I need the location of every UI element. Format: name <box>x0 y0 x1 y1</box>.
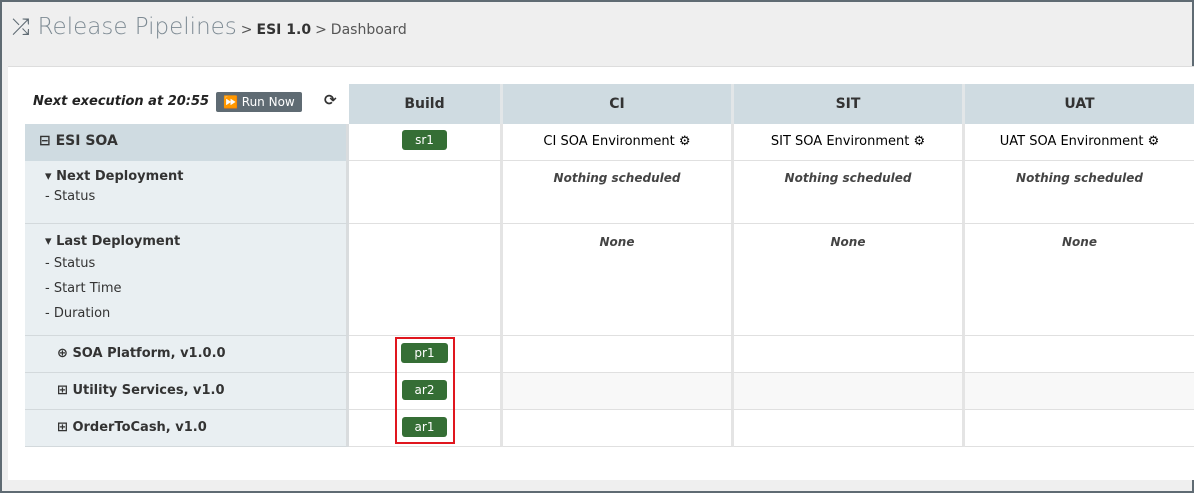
cell <box>965 336 1194 373</box>
briefcase-icon: ⊞ <box>57 420 68 435</box>
last-deployment-label[interactable]: ▾ Last Deployment - Status - Start Time … <box>25 224 349 336</box>
caret-down-icon: ▾ <box>45 169 52 184</box>
column-ci: CI <box>503 84 734 124</box>
group-build-cell: sr1 <box>349 124 503 161</box>
cell <box>503 410 734 447</box>
next-sit: Nothing scheduled <box>734 161 965 224</box>
dashboard-panel: Next execution at 20:55 ⏩ Run Now ⟳ Buil… <box>8 66 1194 480</box>
next-ci: Nothing scheduled <box>503 161 734 224</box>
sep: > <box>240 22 253 38</box>
component-soa-platform[interactable]: ⊕ SOA Platform, v1.0.0 <box>25 336 349 373</box>
group-esi-soa[interactable]: ⊟ ESI SOA <box>25 124 349 161</box>
cell: ar2 <box>349 373 503 410</box>
component-utility-services[interactable]: ⊞ Utility Services, v1.0 <box>25 373 349 410</box>
crumb-dashboard: Dashboard <box>330 22 407 38</box>
build-badge[interactable]: sr1 <box>402 130 447 150</box>
field-start-time: - Start Time <box>45 281 122 296</box>
cell <box>503 373 734 410</box>
briefcase-icon: ⊞ <box>57 383 68 398</box>
cell <box>503 336 734 373</box>
caret-down-icon: ▾ <box>45 234 52 249</box>
env-ci: CI SOA Environment ⚙ <box>503 124 734 161</box>
cell <box>734 373 965 410</box>
cell <box>965 373 1194 410</box>
cell: pr1 <box>349 336 503 373</box>
field-duration: - Duration <box>45 306 111 321</box>
cell <box>734 336 965 373</box>
last-uat: None <box>965 224 1194 336</box>
last-ci: None <box>503 224 734 336</box>
cell <box>349 224 503 336</box>
breadcrumb: ⤮ Release Pipelines > ESI 1.0 > Dashboar… <box>12 14 407 40</box>
last-sit: None <box>734 224 965 336</box>
column-sit: SIT <box>734 84 965 124</box>
field-status: - Status <box>45 189 96 204</box>
sep: > <box>315 22 327 38</box>
shuffle-icon: ⤮ <box>12 15 30 40</box>
field-status: - Status <box>45 256 96 271</box>
fast-forward-icon: ⏩ <box>223 95 238 109</box>
run-now-button[interactable]: ⏩ Run Now <box>216 92 302 112</box>
next-deployment-label[interactable]: ▾ Next Deployment - Status <box>25 161 349 224</box>
build-badge[interactable]: ar1 <box>401 417 448 437</box>
cube-icon: ⊕ <box>57 346 68 361</box>
highlight-box <box>395 337 455 444</box>
cell <box>734 410 965 447</box>
cell <box>349 161 503 224</box>
crumb-esi[interactable]: ESI 1.0 <box>256 22 312 38</box>
refresh-icon[interactable]: ⟳ <box>324 91 337 109</box>
build-badge[interactable]: pr1 <box>401 343 448 363</box>
gear-icon[interactable]: ⚙ <box>678 134 691 149</box>
next-uat: Nothing scheduled <box>965 161 1194 224</box>
column-build: Build <box>349 84 503 124</box>
column-uat: UAT <box>965 84 1194 124</box>
cell: ar1 <box>349 410 503 447</box>
env-sit: SIT SOA Environment ⚙ <box>734 124 965 161</box>
env-uat: UAT SOA Environment ⚙ <box>965 124 1194 161</box>
cell <box>965 410 1194 447</box>
collapse-icon[interactable]: ⊟ <box>39 133 51 149</box>
component-order-to-cash[interactable]: ⊞ OrderToCash, v1.0 <box>25 410 349 447</box>
build-badge[interactable]: ar2 <box>401 380 448 400</box>
next-execution: Next execution at 20:55 <box>33 94 210 109</box>
gear-icon[interactable]: ⚙ <box>913 134 926 149</box>
page-title[interactable]: Release Pipelines <box>37 14 237 40</box>
gear-icon[interactable]: ⚙ <box>1147 134 1160 149</box>
